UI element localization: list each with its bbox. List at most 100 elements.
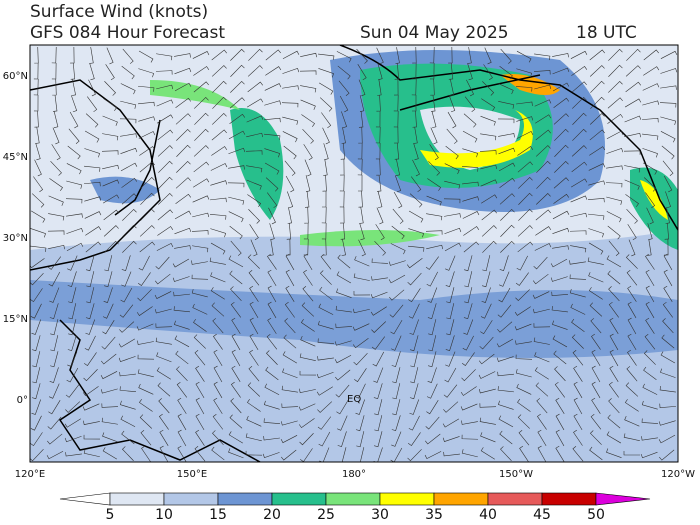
wind-barb: [248, 48, 263, 61]
wind-barb: [353, 352, 368, 366]
wind-barb: [589, 65, 605, 77]
wind-barb: [266, 350, 278, 365]
wind-barb: [246, 165, 263, 173]
wind-barb: [606, 448, 622, 459]
wind-barb: [176, 381, 188, 398]
wind-barb: [285, 285, 295, 302]
wind-barb: [663, 285, 673, 302]
wind-barb: [394, 126, 399, 144]
wind-barb: [427, 287, 438, 303]
wind-barb: [588, 272, 604, 283]
wind-barb: [300, 99, 316, 110]
wind-barb: [299, 433, 314, 446]
colorbar-box: [433, 492, 489, 506]
wind-barb: [661, 145, 675, 160]
wind-barb: [174, 245, 191, 250]
wind-barb: [106, 47, 114, 65]
wind-barb: [337, 254, 351, 269]
wind-barb: [86, 271, 95, 288]
wind-barb: [157, 382, 171, 397]
wind-barb: [83, 449, 100, 458]
wind-barb: [391, 225, 405, 240]
wind-barb: [86, 287, 95, 304]
wind-barb: [376, 94, 381, 112]
wind-barb: [377, 63, 383, 81]
wind-barb: [85, 241, 101, 253]
wind-barb: [194, 350, 206, 366]
wind-barb: [82, 386, 99, 397]
wind-barb: [554, 366, 566, 382]
wind-barb: [49, 303, 59, 320]
wind-barb: [82, 403, 100, 411]
wind-barb: [426, 244, 443, 250]
wind-barb: [646, 207, 654, 225]
wind-barb: [627, 317, 637, 335]
wind-barb: [588, 163, 606, 171]
wind-barb: [103, 98, 118, 111]
wind-barb: [571, 66, 588, 76]
wind-barb: [267, 192, 278, 209]
wind-barb: [607, 270, 621, 285]
wind-barb: [660, 116, 677, 126]
wind-barb: [33, 176, 44, 193]
wind-barb: [103, 287, 113, 303]
wind-barb: [499, 193, 515, 205]
colorbar-label: 35: [425, 507, 443, 523]
wind-barb: [246, 98, 264, 108]
wind-barb: [103, 225, 119, 237]
wind-barb: [353, 273, 370, 281]
wind-barb: [101, 417, 118, 425]
wind-barb: [228, 448, 244, 459]
colorbar: 5 10 15 20 25 30 35 40 45 50: [59, 492, 651, 523]
wind-barb: [300, 52, 317, 58]
wind-barb: [84, 211, 102, 219]
wind-barb: [157, 129, 174, 141]
wind-barb: [589, 430, 602, 445]
time: 18 UTC: [576, 23, 637, 43]
wind-barb: [413, 127, 418, 144]
wind-barb: [445, 271, 455, 288]
wind-barb: [175, 113, 191, 125]
wind-barb: [467, 47, 472, 64]
wind-barb: [104, 240, 119, 253]
wind-barb: [191, 274, 209, 280]
wind-barb: [247, 81, 264, 93]
wind-barb: [553, 193, 570, 204]
wind-barb: [156, 84, 174, 90]
wind-barb: [263, 400, 280, 410]
wind-barb: [85, 226, 102, 236]
wind-barb: [245, 433, 262, 442]
wind-barb: [154, 273, 171, 285]
wind-barb: [353, 291, 371, 296]
wind-barb: [449, 79, 455, 96]
wind-barb: [376, 158, 381, 176]
wind-barb: [193, 178, 210, 188]
wind-barb: [609, 349, 619, 367]
wind-barb: [282, 116, 299, 125]
wind-barb: [481, 98, 496, 111]
wind-barb: [119, 371, 136, 377]
wind-barb: [83, 369, 98, 382]
wind-barb: [66, 180, 83, 189]
wind-barb: [466, 79, 475, 97]
wind-barb: [370, 291, 388, 299]
wind-barb: [30, 245, 47, 252]
wind-barb: [462, 130, 478, 143]
wind-barb: [323, 159, 328, 176]
wind-barb: [500, 240, 515, 253]
wind-barb: [551, 291, 568, 297]
wind-barb: [138, 101, 155, 107]
wind-barb: [35, 127, 40, 144]
wind-barb: [408, 288, 421, 303]
wind-barb: [572, 350, 584, 366]
wind-barb: [300, 85, 317, 93]
wind-barb: [48, 213, 65, 221]
wind-barb: [122, 48, 134, 64]
wind-barb: [623, 450, 641, 456]
wind-barb: [553, 113, 569, 125]
wind-barb: [211, 65, 227, 77]
wind-barb: [658, 434, 676, 444]
wind-barb: [605, 182, 623, 188]
wind-barb: [249, 301, 259, 319]
